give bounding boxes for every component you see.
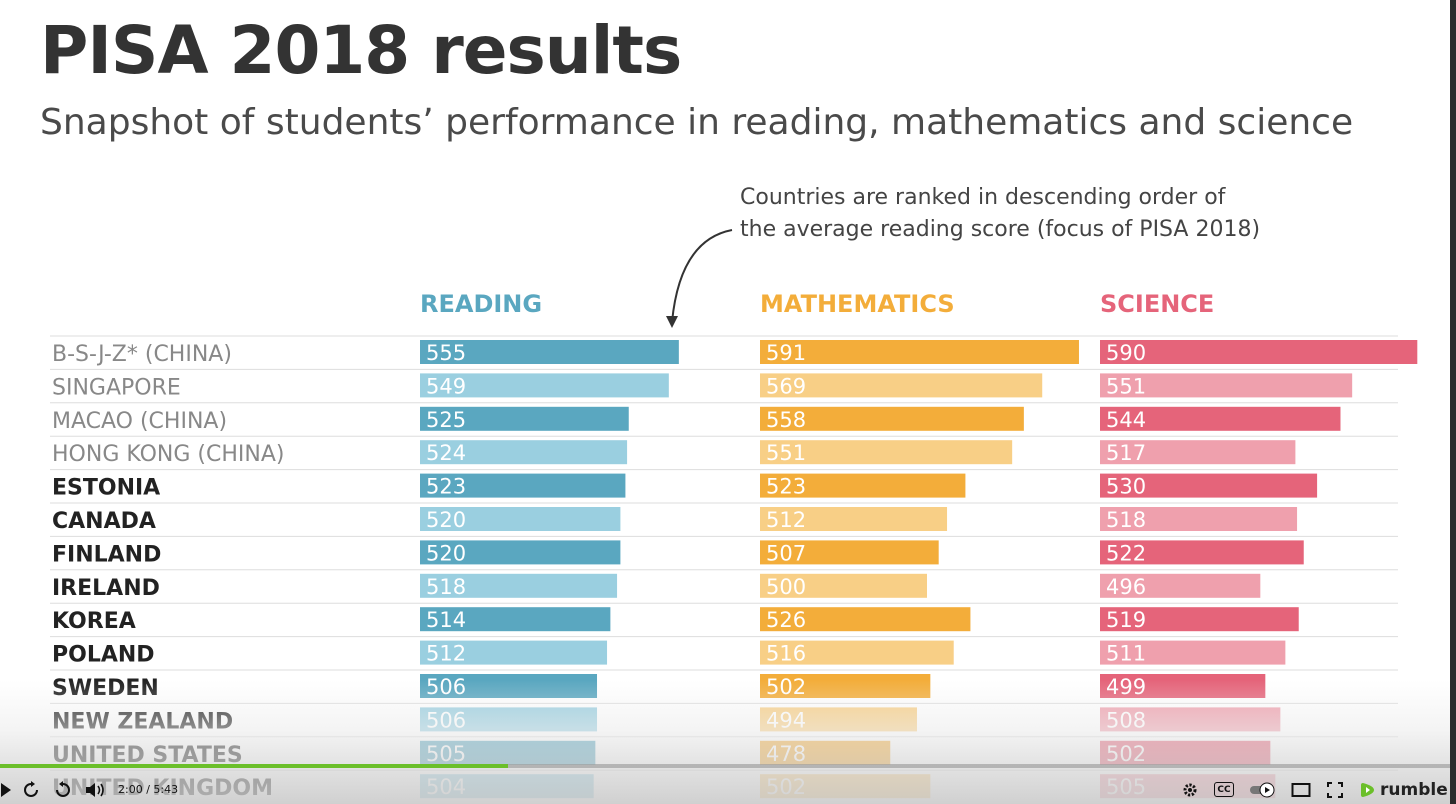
progress-bar[interactable] xyxy=(0,764,1450,768)
bar-science xyxy=(1100,607,1299,632)
bar-value-label: 518 xyxy=(426,575,466,599)
bar-value-label: 517 xyxy=(1106,441,1146,465)
bar-reading xyxy=(420,540,621,565)
bar-value-label: 544 xyxy=(1106,408,1146,432)
bar-value-label: 512 xyxy=(426,642,466,666)
bar-value-label: 551 xyxy=(766,441,806,465)
series-header-reading: READING xyxy=(420,290,542,318)
series-header-mathematics: MATHEMATICS xyxy=(760,290,955,318)
bar-mathematics xyxy=(760,573,927,598)
bar-reading xyxy=(420,440,628,465)
bar-mathematics xyxy=(760,406,1024,431)
ranking-note-line-1: Countries are ranked in descending order… xyxy=(740,185,1226,210)
bar-value-label: 555 xyxy=(426,341,466,365)
time-display: 2:00 / 5:43 xyxy=(118,783,179,796)
bar-value-label: 520 xyxy=(426,508,466,532)
bar-value-label: 526 xyxy=(766,608,806,632)
bar-value-label: 511 xyxy=(1106,642,1146,666)
rumble-logo-text: rumble xyxy=(1380,780,1448,800)
bar-reading xyxy=(420,507,621,531)
theater-icon[interactable] xyxy=(1290,778,1312,802)
bar-science xyxy=(1100,473,1318,498)
bar-science xyxy=(1100,406,1341,431)
category-label: FINLAND xyxy=(52,542,161,567)
bar-mathematics xyxy=(760,473,966,498)
frame-border xyxy=(1450,0,1456,804)
category-label: POLAND xyxy=(52,643,155,668)
bar-science xyxy=(1100,373,1353,398)
bar-value-label: 519 xyxy=(1106,608,1146,632)
bar-mathematics xyxy=(760,640,954,665)
category-label: HONG KONG (CHINA) xyxy=(52,442,284,467)
bar-mathematics xyxy=(760,373,1043,398)
bar-reading xyxy=(420,640,608,665)
bar-reading xyxy=(420,607,611,632)
category-label: ESTONIA xyxy=(52,476,160,501)
bar-value-label: 518 xyxy=(1106,508,1146,532)
bar-value-label: 523 xyxy=(426,475,466,499)
forward-icon[interactable] xyxy=(52,778,74,802)
bar-science xyxy=(1100,340,1418,364)
bar-value-label: 590 xyxy=(1106,341,1146,365)
category-label: MACAO (CHINA) xyxy=(52,409,227,434)
series-header-science: SCIENCE xyxy=(1100,290,1214,318)
bar-value-label: 569 xyxy=(766,374,806,398)
bar-mathematics xyxy=(760,340,1079,364)
gear-icon[interactable] xyxy=(1180,778,1200,802)
bar-reading xyxy=(420,340,679,364)
rumble-logo[interactable]: rumble xyxy=(1360,780,1448,800)
bar-reading xyxy=(420,573,618,598)
cc-icon[interactable]: CC xyxy=(1214,782,1234,797)
annotation-arrowhead xyxy=(666,316,678,328)
bar-value-label: 549 xyxy=(426,374,466,398)
bar-value-label: 516 xyxy=(766,642,806,666)
bar-value-label: 522 xyxy=(1106,541,1146,565)
chart-title: PISA 2018 results xyxy=(40,12,682,89)
ranking-note-line-2: the average reading score (focus of PISA… xyxy=(740,217,1261,242)
bar-value-label: 507 xyxy=(766,541,806,565)
bar-reading xyxy=(420,373,669,398)
volume-icon[interactable] xyxy=(84,778,108,802)
category-label: B-S-J-Z* (CHINA) xyxy=(52,342,232,367)
bar-value-label: 523 xyxy=(766,475,806,499)
video-player-controls xyxy=(0,680,1450,804)
bar-science xyxy=(1100,540,1304,565)
bar-science xyxy=(1100,507,1298,531)
bar-value-label: 530 xyxy=(1106,475,1146,499)
progress-fill xyxy=(0,764,508,768)
bar-mathematics xyxy=(760,540,939,565)
chart-subtitle: Snapshot of students’ performance in rea… xyxy=(40,102,1354,143)
category-label: IRELAND xyxy=(52,576,160,601)
category-label: CANADA xyxy=(52,509,156,534)
bar-value-label: 496 xyxy=(1106,575,1146,599)
bar-science xyxy=(1100,440,1296,465)
bar-value-label: 525 xyxy=(426,408,466,432)
bar-value-label: 512 xyxy=(766,508,806,532)
bar-value-label: 524 xyxy=(426,441,466,465)
play-icon[interactable] xyxy=(0,778,12,802)
bar-mathematics xyxy=(760,607,971,632)
bar-value-label: 520 xyxy=(426,541,466,565)
rumble-logo-icon xyxy=(1361,783,1374,797)
replay-icon[interactable] xyxy=(20,778,42,802)
bar-science xyxy=(1100,573,1261,598)
bar-value-label: 558 xyxy=(766,408,806,432)
category-label: KOREA xyxy=(52,609,136,634)
bar-mathematics xyxy=(760,440,1013,465)
bar-reading xyxy=(420,406,629,431)
bar-value-label: 500 xyxy=(766,575,806,599)
bar-value-label: 514 xyxy=(426,608,466,632)
fullscreen-icon[interactable] xyxy=(1324,778,1346,802)
bar-reading xyxy=(420,473,626,498)
bar-value-label: 591 xyxy=(766,341,806,365)
toggle-icon[interactable] xyxy=(1248,778,1278,802)
category-label: SINGAPORE xyxy=(52,375,181,400)
annotation-arrow xyxy=(671,229,733,323)
bar-value-label: 551 xyxy=(1106,374,1146,398)
bar-mathematics xyxy=(760,507,948,531)
ranking-note: Countries are ranked in descending order… xyxy=(740,182,1260,246)
bar-science xyxy=(1100,640,1286,665)
